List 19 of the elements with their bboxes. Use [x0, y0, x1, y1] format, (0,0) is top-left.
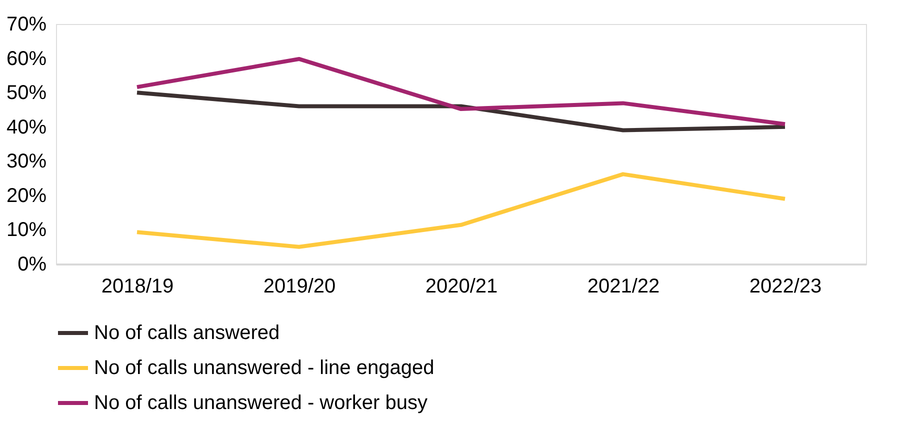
x-tick-label: 2020/21 [425, 276, 498, 298]
y-tick-label: 20% [6, 184, 47, 207]
legend-label: No of calls answered [94, 322, 280, 344]
y-tick-label: 50% [6, 82, 47, 104]
y-tick-label: 40% [6, 116, 47, 138]
x-tick-label: 2018/19 [101, 276, 174, 298]
y-tick-label: 10% [6, 219, 47, 242]
line-series [135, 172, 787, 249]
x-tick-label: 2019/20 [263, 276, 336, 298]
y-tick-label: 60% [6, 48, 47, 70]
legend-label: No of calls unanswered - line engaged [94, 357, 434, 379]
y-tick-label: 70% [6, 14, 47, 36]
x-tick-label: 2022/23 [749, 276, 822, 298]
x-tick-label: 2021/22 [587, 276, 660, 298]
line-series [135, 56, 787, 126]
y-tick-label: 0% [18, 254, 47, 276]
legend-label: No of calls unanswered - worker busy [94, 392, 428, 414]
y-tick-label: 30% [6, 150, 47, 173]
line-series [135, 90, 787, 132]
